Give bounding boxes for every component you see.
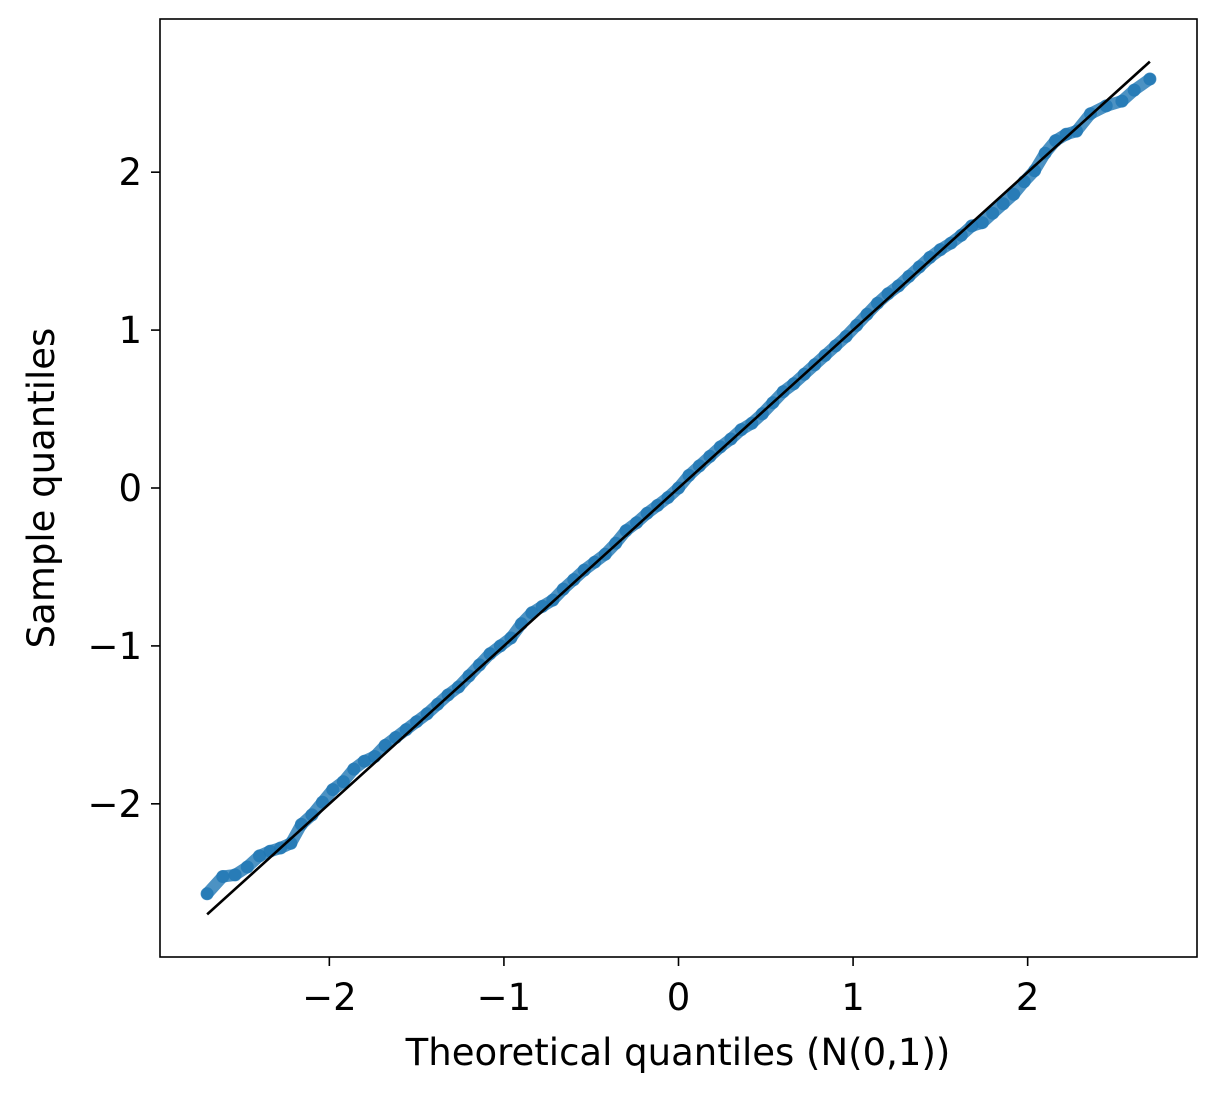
plot-content [200,60,1157,916]
data-point [682,468,696,482]
data-point [1038,146,1052,160]
data-point [240,860,254,874]
data-point [567,573,581,587]
data-point [713,440,727,454]
x-tick-label: 2 [1016,976,1040,1019]
data-point [860,307,874,321]
data-point [965,219,979,233]
y-tick-label: −2 [87,783,142,826]
data-point [986,206,1000,220]
y-tick-label: −1 [87,625,142,668]
x-tick-label: 0 [667,976,691,1019]
data-point [640,506,654,520]
data-point [1127,83,1141,97]
data-point [577,563,591,577]
data-point [336,775,350,789]
data-point [1143,72,1157,86]
data-point [216,870,230,883]
data-point [326,783,340,797]
data-point [1059,127,1073,141]
x-tick-label: −1 [477,976,532,1019]
data-point [410,715,424,729]
data-point [923,250,937,264]
data-point [630,516,644,530]
y-axis-label: Sample quantiles [20,328,63,649]
data-point [228,868,242,882]
reference-line [206,60,1151,916]
data-point [975,216,989,230]
x-tick-label: −2 [302,976,357,1019]
data-point [556,582,570,596]
y-tick-label: 1 [118,309,142,352]
data-point [473,658,486,672]
data-point [253,849,266,863]
y-tick-label: 2 [118,151,142,194]
x-axis-label: Theoretical quantiles (N(0,1)) [405,1031,951,1074]
data-point [1007,187,1021,201]
data-point [200,887,214,901]
y-axis: −2 −1 0 1 2 [87,151,160,826]
data-point [347,762,361,776]
data-point [1070,124,1083,138]
data-point [892,279,905,293]
data-point [954,228,968,242]
data-point [493,639,507,653]
data-point [703,449,717,463]
x-axis: −2 −1 0 1 2 [302,957,1039,1019]
data-point [912,260,926,274]
data-point [996,197,1010,211]
x-tick-label: 1 [841,976,865,1019]
data-point [357,754,371,768]
data-point [902,269,916,283]
data-point [692,459,706,473]
data-point [1115,94,1129,108]
y-tick-label: 0 [118,467,142,510]
